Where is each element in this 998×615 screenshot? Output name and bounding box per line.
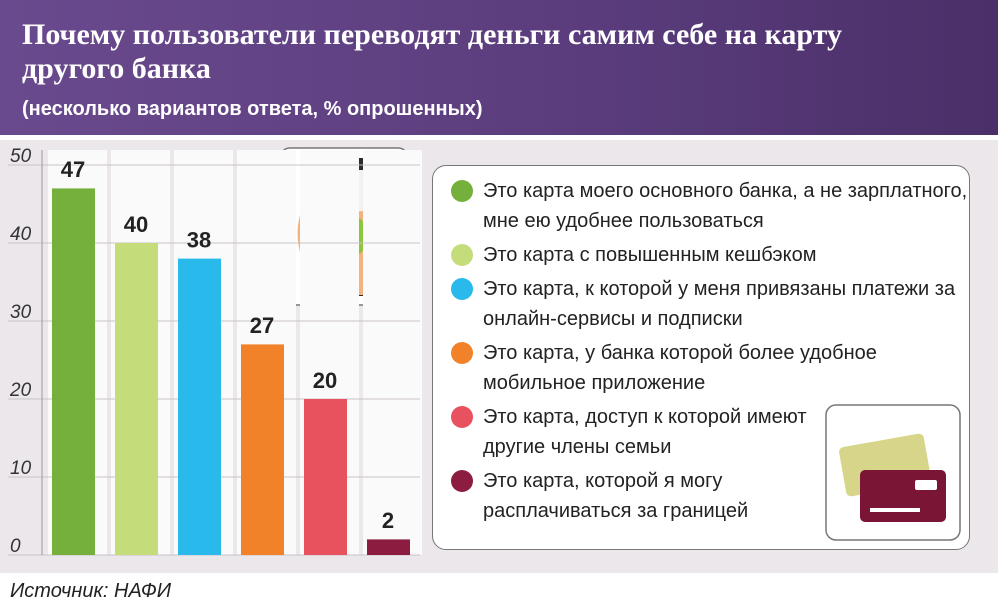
legend-swatch [451, 180, 473, 202]
chart-subtitle: (несколько вариантов ответа, % опрошенны… [22, 98, 483, 120]
y-tick-label: 20 [9, 380, 32, 401]
legend: Это карта моего основного банка, а не за… [432, 165, 970, 550]
legend-label: Это карта моего основного банка, а не за… [483, 180, 968, 232]
bar [241, 344, 284, 555]
y-tick-label: 50 [10, 146, 32, 167]
legend-swatch [451, 406, 473, 428]
source: Источник: НАФИ [10, 580, 172, 602]
value-label: 47 [61, 157, 85, 182]
legend-label: Это карта, которой я могу расплачиваться… [483, 470, 749, 522]
bar [304, 399, 347, 555]
chart-title: Почему пользователи переводят деньги сам… [22, 18, 842, 85]
value-label: 38 [187, 227, 211, 252]
legend-swatch [451, 244, 473, 266]
value-label: 40 [124, 212, 148, 237]
value-label: 20 [313, 368, 337, 393]
legend-label: Это карта, у банка которой более удобное… [483, 342, 877, 394]
value-label: 27 [250, 313, 274, 338]
legend-item: Это карта, у банка которой более удобное… [451, 338, 969, 398]
legend-label: Это карта, доступ к которой имеют другие… [483, 406, 807, 458]
bar [52, 188, 95, 555]
legend-label: Это карта с повышенным кешбэком [483, 244, 817, 266]
legend-swatch [451, 470, 473, 492]
legend-swatch [451, 342, 473, 364]
y-tick-label: 30 [10, 302, 32, 323]
y-tick-label: 0 [10, 536, 21, 557]
legend-item: Это карта, к которой у меня привязаны пл… [451, 274, 969, 334]
header: Почему пользователи переводят деньги сам… [0, 0, 998, 135]
column-bg [363, 150, 422, 555]
bar [178, 258, 221, 555]
legend-item: Это карта моего основного банка, а не за… [451, 176, 969, 236]
bar [115, 243, 158, 555]
bar [367, 539, 410, 555]
legend-item: Это карта с повышенным кешбэком [451, 240, 969, 270]
legend-item: Это карта, доступ к которой имеют другие… [451, 402, 969, 462]
y-tick-label: 40 [10, 224, 32, 245]
legend-swatch [451, 278, 473, 300]
y-tick-label: 10 [10, 458, 32, 479]
legend-item: Это карта, которой я могу расплачиваться… [451, 466, 969, 526]
value-label: 2 [382, 508, 394, 533]
legend-label: Это карта, к которой у меня привязаны пл… [483, 278, 956, 330]
